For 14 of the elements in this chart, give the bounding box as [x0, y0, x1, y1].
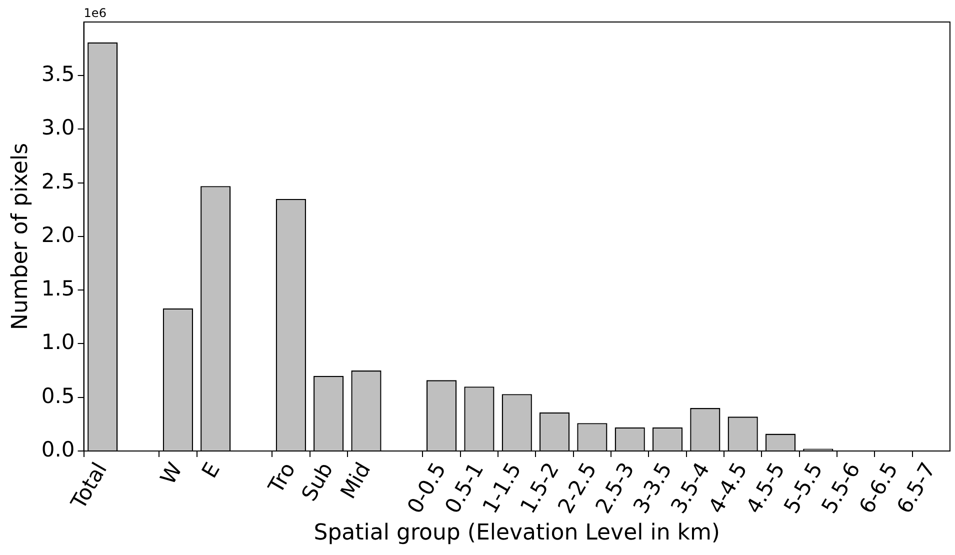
y-tick-label: 0.0: [41, 437, 75, 462]
y-tick-label: 0.5: [41, 384, 75, 408]
y-tick-label: 1.0: [41, 330, 75, 354]
x-axis-title: Spatial group (Elevation Level in km): [314, 520, 720, 546]
y-tick-label: 3.0: [41, 116, 75, 140]
y-tick-label: 3.5: [41, 62, 75, 86]
x-tick-label: E: [197, 458, 225, 482]
x-tick-label: Tro: [263, 458, 300, 498]
x-tick-label: W: [156, 458, 188, 488]
y-tick-label: 1.5: [41, 276, 75, 301]
text: 1e6: [84, 6, 106, 20]
y-axis-title: Number of pixels: [8, 142, 33, 330]
y-tick-label: 2.5: [41, 169, 75, 194]
y-tick-label: 2.0: [41, 222, 75, 247]
